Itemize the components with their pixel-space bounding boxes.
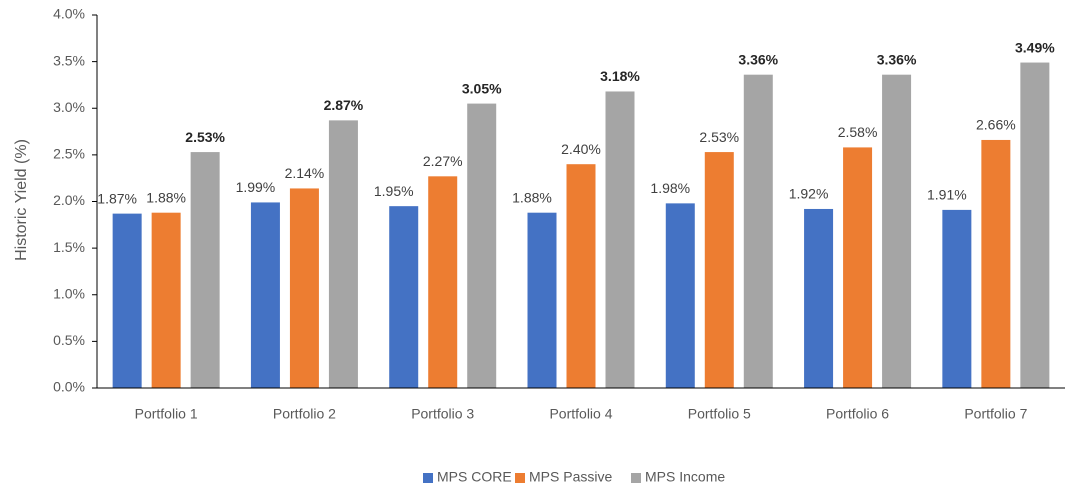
value-label: 1.98% (650, 180, 690, 196)
bar (328, 120, 358, 388)
x-tick-label: Portfolio 5 (688, 406, 751, 422)
legend-swatch (515, 473, 525, 483)
x-tick-label: Portfolio 7 (964, 406, 1027, 422)
y-axis-label: Historic Yield (%) (13, 139, 30, 261)
value-label: 2.14% (285, 165, 325, 181)
value-label: 1.99% (236, 179, 276, 195)
value-label: 2.58% (838, 124, 878, 140)
x-tick-label: Portfolio 4 (549, 406, 612, 422)
x-tick-label: Portfolio 6 (826, 406, 889, 422)
y-tick-label: 0.0% (53, 379, 85, 395)
value-label: 2.53% (699, 129, 739, 145)
value-label: 3.05% (462, 80, 502, 96)
value-label: 1.95% (374, 183, 414, 199)
value-label: 3.49% (1015, 39, 1055, 55)
value-label: 1.91% (927, 187, 967, 203)
value-label: 2.40% (561, 141, 601, 157)
bar (389, 206, 419, 388)
bar (804, 208, 834, 388)
bar (428, 176, 458, 388)
bar (942, 209, 972, 388)
value-label: 3.18% (600, 68, 640, 84)
legend-label: MPS CORE (437, 469, 512, 485)
y-tick-label: 3.5% (53, 52, 85, 68)
y-tick-label: 4.0% (53, 6, 85, 22)
value-label: 2.66% (976, 117, 1016, 133)
bar (605, 91, 635, 388)
y-tick-label: 1.5% (53, 239, 85, 255)
y-tick-label: 0.5% (53, 332, 85, 348)
bar (289, 188, 319, 388)
value-label: 1.92% (789, 186, 829, 202)
x-tick-label: Portfolio 2 (273, 406, 336, 422)
x-tick-label: Portfolio 1 (135, 406, 198, 422)
value-label: 2.27% (423, 153, 463, 169)
bar (1020, 62, 1050, 389)
y-tick-label: 3.0% (53, 99, 85, 115)
bar (151, 212, 181, 388)
value-label: 1.88% (512, 189, 552, 205)
bar (527, 212, 557, 388)
bar (112, 213, 142, 388)
bar (882, 74, 912, 389)
bar (467, 103, 497, 389)
bar (665, 203, 695, 388)
value-label: 2.53% (185, 129, 225, 145)
value-label: 1.87% (97, 190, 137, 206)
value-label: 3.36% (738, 51, 778, 67)
value-label: 2.87% (324, 97, 364, 113)
y-tick-label: 1.0% (53, 285, 85, 301)
legend-label: MPS Passive (529, 469, 612, 485)
value-label: 1.88% (146, 189, 186, 205)
bar (981, 139, 1011, 388)
bar (843, 147, 873, 388)
value-label: 3.36% (877, 51, 917, 67)
y-tick-label: 2.5% (53, 146, 85, 162)
x-tick-label: Portfolio 3 (411, 406, 474, 422)
bar (704, 152, 734, 388)
y-tick-label: 2.0% (53, 192, 85, 208)
legend-label: MPS Income (645, 469, 725, 485)
bar (743, 74, 773, 389)
legend-swatch (423, 473, 433, 483)
bar (190, 152, 220, 388)
bar (566, 164, 596, 388)
bar (250, 202, 280, 388)
legend-swatch (631, 473, 641, 483)
